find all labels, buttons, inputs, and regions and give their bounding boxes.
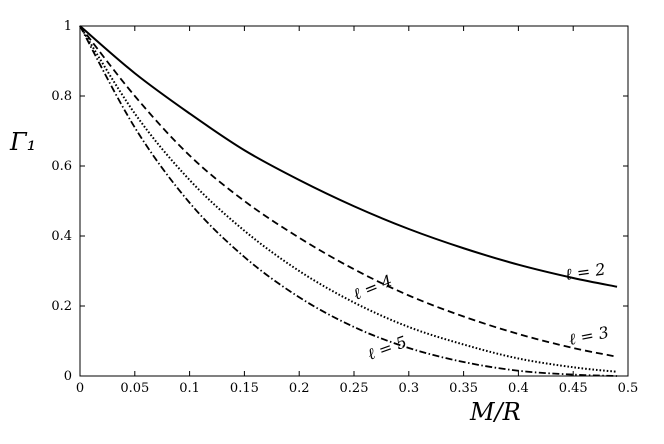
curve-l5 (79, 25, 618, 377)
curve-label: ℓ = 2 (564, 260, 607, 284)
x-tick-label: 0.25 (340, 381, 369, 396)
x-tick-label: 0.4 (508, 381, 529, 396)
x-tick-label: 0.05 (120, 381, 149, 396)
x-tick-label: 0.2 (289, 381, 310, 396)
y-tick-label: 0.4 (51, 229, 72, 244)
curve-l4 (79, 25, 618, 373)
curves (79, 25, 618, 377)
y-tick-label: 0.2 (51, 299, 72, 314)
y-tick-label: 0.6 (51, 159, 72, 174)
plot-frame (79, 25, 629, 377)
x-tick-label: 0.35 (449, 381, 478, 396)
x-tick-label: 0 (76, 381, 84, 396)
curve-label: ℓ = 4 (350, 271, 395, 304)
y-tick-label: 1 (64, 19, 72, 34)
x-axis-label: M/R (469, 398, 521, 426)
y-tick-label: 0 (64, 369, 72, 384)
x-tick-label: 0.15 (230, 381, 259, 396)
y-axis-label: Γ₁ (9, 128, 36, 156)
y-tick-label: 0.8 (51, 89, 72, 104)
x-tick-label: 0.1 (179, 381, 200, 396)
axis-ticks: 0 0.05 0.1 0.15 0.2 0.25 0.3 0.35 0.4 0.45 0.5 0 0.2… (51, 19, 638, 396)
x-tick-label: 0.5 (618, 381, 639, 396)
curve-label: ℓ = 3 (567, 323, 610, 349)
x-tick-label: 0.45 (559, 381, 588, 396)
x-tick-label: 0.3 (398, 381, 419, 396)
curve-l3 (79, 25, 618, 358)
curve-l2 (79, 25, 618, 288)
curve-label: ℓ = 5 (365, 332, 409, 364)
